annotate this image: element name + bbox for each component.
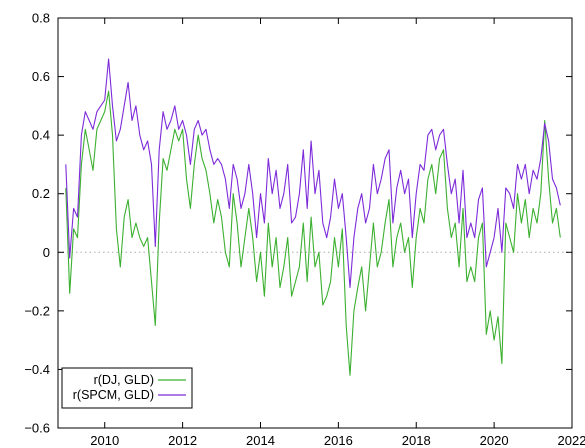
y-axis: −0.6 −0.4 −0.2 0 0.2 0.4 0.6 0.8	[24, 11, 572, 436]
x-tick-label: 2010	[90, 433, 119, 448]
x-tick-label: 2020	[480, 433, 509, 448]
x-tick-label: 2022	[558, 433, 585, 448]
legend-label: r(DJ, GLD)	[94, 373, 154, 387]
series-line-1	[65, 58, 561, 288]
series-line-0	[65, 90, 561, 376]
y-tick-label: −0.2	[24, 303, 50, 318]
series-layer	[65, 58, 561, 376]
x-tick-label: 2014	[246, 433, 275, 448]
y-tick-label: 0	[43, 245, 50, 260]
y-tick-label: 0.4	[32, 128, 50, 143]
y-tick-label: 0.8	[32, 11, 50, 26]
plot-area-frame	[57, 17, 573, 429]
y-tick-label: 0.2	[32, 186, 50, 201]
x-tick-label: 2012	[168, 433, 197, 448]
legend-label: r(SPCM, GLD)	[73, 388, 154, 402]
y-tick-label: −0.4	[24, 362, 50, 377]
legend-box	[61, 367, 193, 409]
y-tick-label: −0.6	[24, 421, 50, 436]
x-axis: 2010 2012 2014 2016 2018 2020 2022	[90, 18, 585, 448]
x-tick-label: 2018	[402, 433, 431, 448]
y-tick-label: 0.6	[32, 69, 50, 84]
legend: r(DJ, GLD)r(SPCM, GLD)	[61, 367, 193, 409]
x-tick-label: 2016	[324, 433, 353, 448]
